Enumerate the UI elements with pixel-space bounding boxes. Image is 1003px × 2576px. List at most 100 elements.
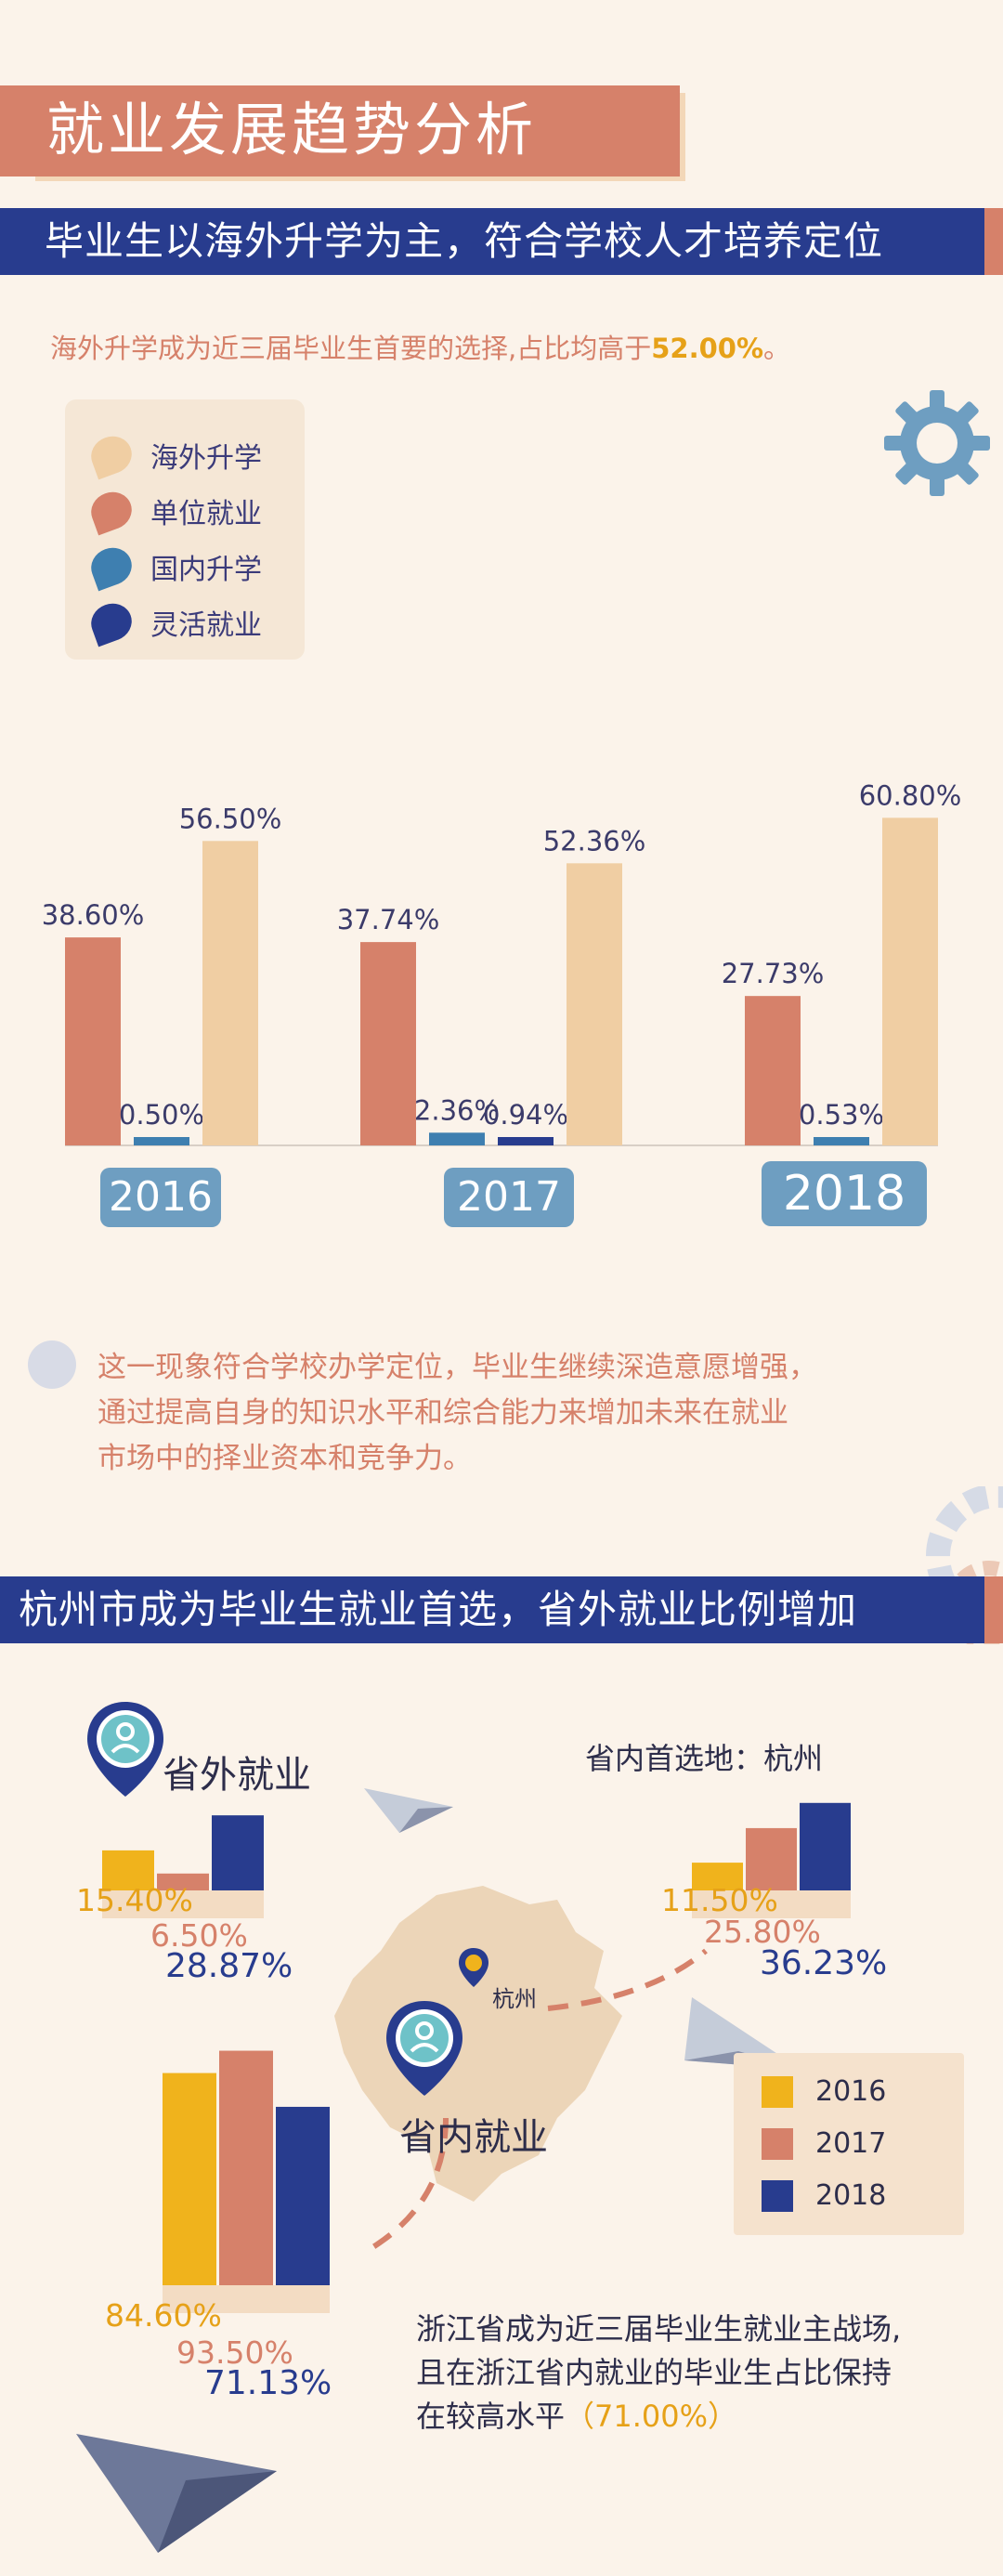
year-badge-2018: 2018: [762, 1161, 927, 1226]
bar-2017-国内升学: [429, 1132, 485, 1145]
title-box: [0, 85, 680, 177]
section2-conclusion: 浙江省成为近三届毕业生就业主战场, 且在浙江省内就业的毕业生占比保持 在较高水平…: [416, 2308, 901, 2439]
intro-suffix: 。: [763, 333, 791, 364]
bar-label-2016-单位就业: 38.60%: [42, 899, 145, 931]
legend-swatch-overseas: [85, 430, 137, 480]
banner-accent: [984, 208, 1003, 275]
paper-plane-icon: [76, 2434, 277, 2553]
section2-banner: 杭州市成为毕业生就业首选，省外就业比例增加: [0, 1576, 1003, 1643]
conclude-line: 且在浙江省内就业的毕业生占比保持: [416, 2355, 892, 2390]
mini-bar-2017: [157, 1873, 209, 1890]
mini-bar-2018: [212, 1815, 264, 1890]
mini-bar-2017: [746, 1827, 797, 1890]
legend-item-flexible: 灵活就业: [85, 597, 262, 647]
outside-label-2018: 28.87%: [165, 1947, 293, 1985]
hangzhou-label-2018: 36.23%: [760, 1944, 888, 1982]
inside-label: 省内就业: [399, 2116, 548, 2159]
mini-base-plate: [692, 1890, 851, 1918]
inside-chart-svg: [163, 2050, 330, 2313]
intro-highlight: 52.00%: [651, 333, 764, 364]
outside-pin-icon: [87, 1702, 163, 1797]
paper-plane-icon: [364, 1788, 453, 1833]
chart1-svg: 38.60% 0.50% 56.50% 37.74% 2.36%0.94% 52.36% 2…: [42, 779, 961, 1146]
year-swatch-2016: [762, 2075, 793, 2108]
conclude-highlight: （71.00%）: [565, 2399, 738, 2434]
legend-swatch-domestic: [85, 542, 137, 592]
year-badge-2017: 2017: [444, 1168, 574, 1227]
bar-2016-海外升学: [202, 841, 258, 1145]
year-swatch-2017: [762, 2127, 793, 2160]
bar-2016-单位就业: [65, 937, 121, 1145]
inside-label-2016: 84.60%: [105, 2297, 222, 2334]
legend-label: 灵活就业: [150, 609, 262, 642]
bar-2017-海外升学: [567, 863, 622, 1145]
year-legend-label: 2018: [815, 2179, 887, 2212]
hangzhou-chart-svg: [692, 1802, 851, 1918]
legend-label: 单位就业: [150, 498, 262, 530]
legend-swatch-employment: [85, 486, 137, 536]
section1-banner: 毕业生以海外升学为主，符合学校人才培养定位: [0, 208, 1003, 275]
zhejiang-map: [334, 1886, 622, 2202]
gear-icon: [884, 390, 990, 496]
mini-bar-2018: [800, 1802, 851, 1890]
inside-pin-icon: [386, 2001, 462, 2096]
legend-label: 国内升学: [150, 554, 262, 586]
note-line: 这一现象符合学校办学定位，毕业生继续深造意愿增强，: [98, 1351, 817, 1384]
intro-text: 海外升学成为近三届毕业生首要的选择,占比均高于: [50, 333, 652, 364]
legend-item-domestic: 国内升学: [85, 542, 262, 592]
bar-2018-单位就业: [745, 996, 801, 1145]
inside-label-2017: 93.50%: [176, 2334, 293, 2371]
note-line: 通过提高自身的知识水平和综合能力来增加未来在就业: [98, 1396, 788, 1430]
legend-swatch-flexible: [85, 597, 137, 647]
connector-lines: [370, 1948, 708, 2251]
map-city-label: 杭州: [492, 1986, 537, 2012]
bar-label-2017-国内升学: 2.36%: [414, 1094, 500, 1126]
bar-2017-灵活就业: [498, 1137, 554, 1145]
outside-label: 省外就业: [163, 1754, 311, 1797]
page-title: 就业发展趋势分析: [46, 96, 538, 163]
chart1-legend: 海外升学 单位就业 国内升学 灵活就业: [65, 399, 305, 660]
bar-label-2018-国内升学: 0.53%: [799, 1099, 884, 1131]
bar-label-2016-海外升学: 56.50%: [179, 803, 282, 834]
mini-bar-2016: [102, 1850, 154, 1890]
bar-label-2018-单位就业: 27.73%: [722, 958, 825, 989]
bar-2018-国内升学: [814, 1137, 869, 1145]
hangzhou-label-2017: 25.80%: [704, 1914, 821, 1950]
outside-label-2017: 6.50%: [150, 1917, 248, 1954]
year-badge-2016: 2016: [100, 1168, 221, 1227]
mini-base-plate: [163, 2285, 330, 2313]
legend-item-overseas: 海外升学: [85, 430, 262, 480]
year-legend-label: 2017: [815, 2127, 887, 2160]
hangzhou-label-2016: 11.50%: [661, 1882, 778, 1918]
outside-chart-svg: [102, 1815, 264, 1918]
conclude-prefix: 在较高水平: [416, 2399, 566, 2434]
conclude-line: 浙江省成为近三届毕业生就业主战场,: [416, 2311, 902, 2347]
bar-label-2017-单位就业: 37.74%: [337, 904, 440, 935]
year-legend-item-2016: 2016: [762, 2075, 886, 2108]
banner-accent: [984, 1576, 1003, 1643]
bar-label-2016-国内升学: 0.50%: [119, 1099, 204, 1131]
conclude-line-last: 在较高水平（71.00%）: [416, 2395, 901, 2439]
bar-2018-海外升学: [882, 817, 938, 1145]
bar-label-2017-灵活就业: 0.94%: [483, 1099, 568, 1131]
mini-base-plate: [102, 1890, 264, 1918]
note-line: 市场中的择业资本和竞争力。: [98, 1442, 472, 1475]
section1-heading: 毕业生以海外升学为主，符合学校人才培养定位: [45, 218, 884, 264]
year-legend-item-2018: 2018: [762, 2179, 886, 2212]
legend-label: 海外升学: [150, 442, 262, 475]
section2-heading: 杭州市成为毕业生就业首选，省外就业比例增加: [19, 1587, 858, 1632]
mini-bar-2016: [163, 2073, 216, 2285]
bar-2017-单位就业: [360, 942, 416, 1145]
year-legend: 2016 2017 2018: [734, 2053, 964, 2235]
outside-label-2016: 15.40%: [76, 1882, 193, 1918]
hangzhou-pin-icon: [459, 1948, 488, 1987]
year-legend-label: 2016: [815, 2075, 887, 2108]
section1-intro: 海外升学成为近三届毕业生首要的选择,占比均高于52.00%。: [50, 327, 790, 366]
palette-icon: [28, 1340, 76, 1389]
legend-item-employment: 单位就业: [85, 486, 262, 536]
bar-2016-国内升学: [134, 1137, 189, 1145]
mini-bar-2016: [692, 1863, 743, 1890]
hangzhou-label: 省内首选地：杭州: [585, 1741, 824, 1776]
mini-bar-2017: [219, 2050, 273, 2285]
inside-label-2018: 71.13%: [204, 2364, 332, 2402]
